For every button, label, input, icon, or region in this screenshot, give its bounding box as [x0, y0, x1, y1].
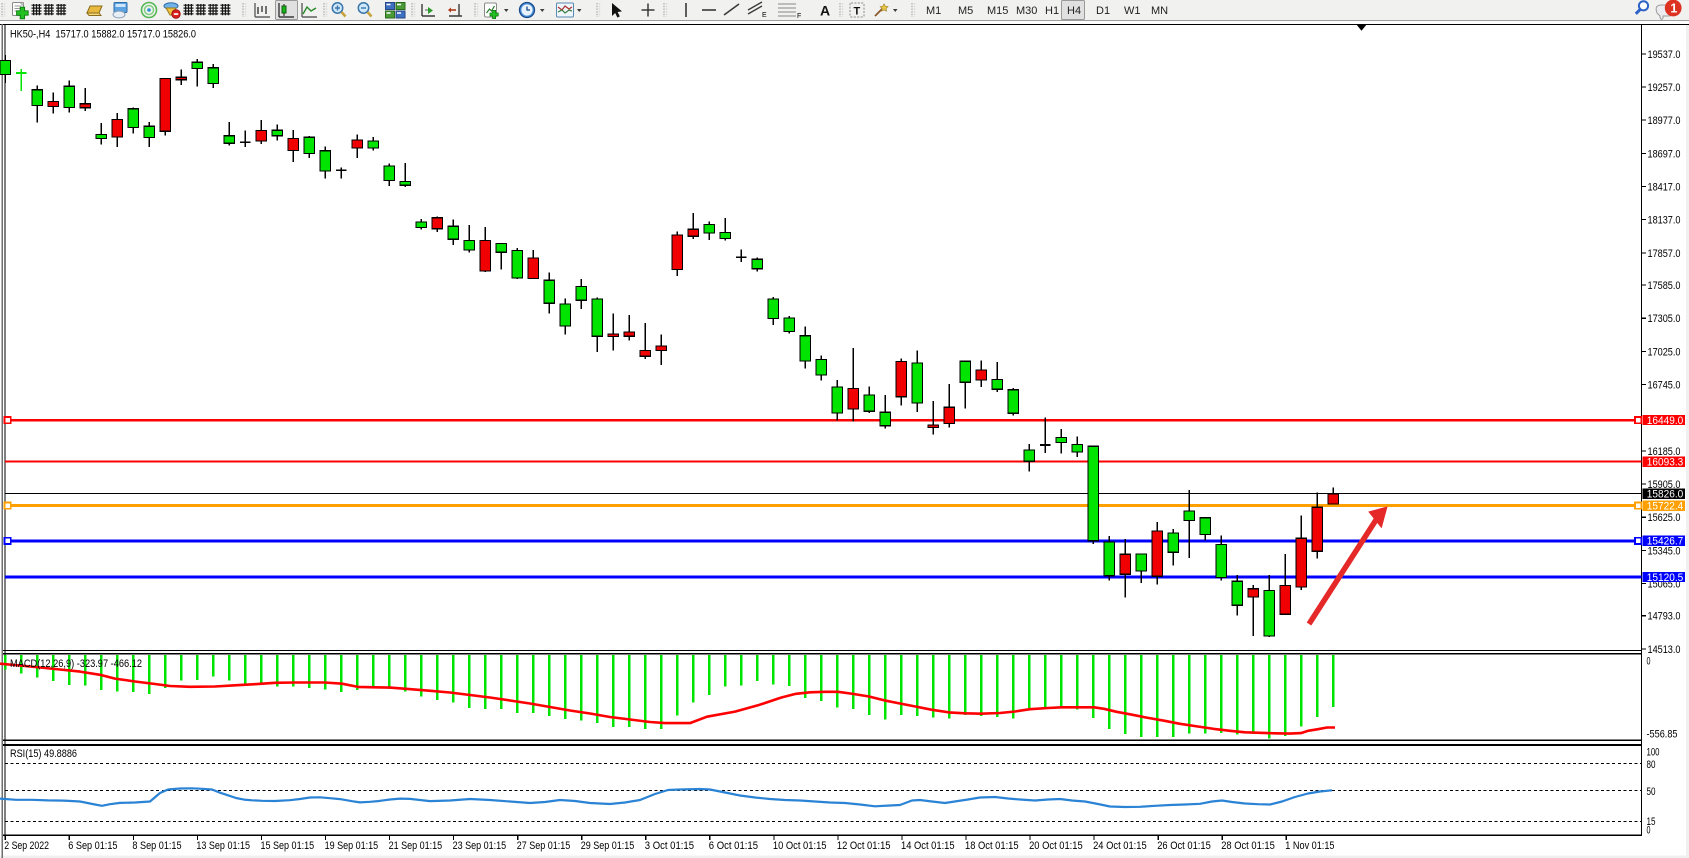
svg-text:18 Oct 01:15: 18 Oct 01:15	[965, 840, 1019, 852]
svg-text:3 Oct 01:15: 3 Oct 01:15	[645, 840, 694, 852]
svg-text:24 Oct 01:15: 24 Oct 01:15	[1093, 840, 1147, 852]
svg-text:29 Sep 01:15: 29 Sep 01:15	[581, 840, 635, 852]
svg-text:50: 50	[1647, 786, 1656, 798]
svg-text:15426.7: 15426.7	[1647, 536, 1684, 548]
svg-text:0: 0	[1647, 825, 1651, 837]
svg-text:M15: M15	[987, 5, 1008, 17]
svg-text:2 Sep 2022: 2 Sep 2022	[4, 840, 49, 852]
svg-text:16745.0: 16745.0	[1648, 380, 1681, 392]
svg-text:A: A	[820, 3, 830, 19]
svg-text:M30: M30	[1016, 5, 1037, 17]
svg-text:19257.0: 19257.0	[1648, 82, 1681, 94]
svg-text:E: E	[762, 12, 767, 19]
svg-text:H4: H4	[1067, 5, 1081, 17]
svg-text:20 Oct 01:15: 20 Oct 01:15	[1029, 840, 1083, 852]
svg-text:18977.0: 18977.0	[1648, 115, 1681, 127]
svg-text:15: 15	[1647, 816, 1656, 828]
svg-text:21 Sep 01:15: 21 Sep 01:15	[389, 840, 443, 852]
svg-text:15826.0: 15826.0	[1647, 489, 1684, 501]
svg-text:18137.0: 18137.0	[1648, 215, 1681, 227]
svg-text:23 Sep 01:15: 23 Sep 01:15	[453, 840, 507, 852]
svg-text:15905.0: 15905.0	[1648, 479, 1681, 491]
svg-text:15625.0: 15625.0	[1648, 512, 1681, 524]
svg-text:M1: M1	[926, 5, 941, 17]
svg-text:14513.0: 14513.0	[1648, 644, 1681, 656]
svg-text:80: 80	[1647, 759, 1656, 771]
svg-text:14793.0: 14793.0	[1648, 611, 1681, 623]
svg-text:18417.0: 18417.0	[1648, 182, 1681, 194]
svg-text:27 Sep 01:15: 27 Sep 01:15	[517, 840, 571, 852]
svg-text:W1: W1	[1124, 5, 1141, 17]
svg-text:MACD(12,26,9) -323.97 -466.12: MACD(12,26,9) -323.97 -466.12	[10, 658, 142, 670]
svg-text:19537.0: 19537.0	[1648, 49, 1681, 61]
svg-text:6 Oct 01:15: 6 Oct 01:15	[709, 840, 758, 852]
svg-text:15 Sep 01:15: 15 Sep 01:15	[261, 840, 315, 852]
svg-text:D1: D1	[1096, 5, 1110, 17]
svg-text:MN: MN	[1151, 5, 1168, 17]
svg-text:14 Oct 01:15: 14 Oct 01:15	[901, 840, 955, 852]
svg-text:15345.0: 15345.0	[1648, 545, 1681, 557]
svg-text:18697.0: 18697.0	[1648, 148, 1681, 160]
svg-text:10 Oct 01:15: 10 Oct 01:15	[773, 840, 827, 852]
svg-text:-556.85: -556.85	[1647, 729, 1678, 741]
svg-text:0: 0	[1647, 656, 1651, 668]
svg-text:F: F	[797, 13, 801, 20]
svg-text:M5: M5	[958, 5, 973, 17]
svg-text:HK50-,H4 15717.0 15882.0 1571: HK50-,H4 15717.0 15882.0 15717.0 15826.0	[10, 28, 196, 40]
svg-text:12 Oct 01:15: 12 Oct 01:15	[837, 840, 891, 852]
svg-text:17025.0: 17025.0	[1648, 346, 1681, 358]
svg-text:26 Oct 01:15: 26 Oct 01:15	[1157, 840, 1211, 852]
svg-text:RSI(15) 49.8886: RSI(15) 49.8886	[10, 748, 77, 760]
svg-text:8 Sep 01:15: 8 Sep 01:15	[132, 840, 181, 852]
svg-text:6 Sep 01:15: 6 Sep 01:15	[68, 840, 117, 852]
svg-text:16185.0: 16185.0	[1648, 446, 1681, 458]
svg-text:28 Oct 01:15: 28 Oct 01:15	[1221, 840, 1275, 852]
svg-text:H1: H1	[1045, 5, 1059, 17]
svg-text:15722.4: 15722.4	[1647, 501, 1684, 513]
svg-text:1: 1	[1670, 2, 1677, 16]
svg-text:17585.0: 17585.0	[1648, 280, 1681, 292]
svg-text:T: T	[854, 6, 861, 18]
svg-text:15120.5: 15120.5	[1647, 572, 1684, 584]
svg-text:16093.3: 16093.3	[1647, 457, 1684, 469]
svg-text:1 Nov 01:15: 1 Nov 01:15	[1285, 840, 1334, 852]
svg-text:17857.0: 17857.0	[1648, 248, 1681, 260]
svg-text:13 Sep 01:15: 13 Sep 01:15	[196, 840, 250, 852]
svg-text:100: 100	[1647, 747, 1660, 759]
svg-text:16449.0: 16449.0	[1647, 415, 1684, 427]
svg-text:17305.0: 17305.0	[1648, 313, 1681, 325]
svg-text:19 Sep 01:15: 19 Sep 01:15	[325, 840, 379, 852]
